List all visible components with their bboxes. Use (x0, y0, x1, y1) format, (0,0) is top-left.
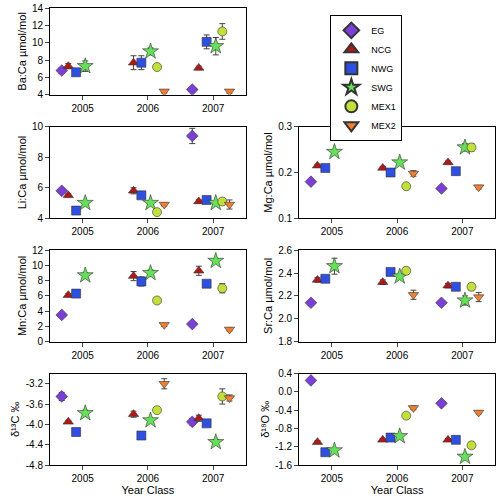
svg-text:2005: 2005 (72, 350, 95, 361)
svg-text:2005: 2005 (72, 226, 95, 237)
svg-text:2: 2 (37, 321, 43, 332)
svg-text:2007: 2007 (451, 226, 474, 237)
svg-text:Sr:Ca µmol/mol: Sr:Ca µmol/mol (262, 258, 274, 334)
svg-text:2007: 2007 (202, 103, 225, 114)
svg-text:MEX1: MEX1 (371, 102, 396, 112)
svg-text:-1.2: -1.2 (275, 441, 293, 452)
svg-text:NCG: NCG (371, 45, 391, 55)
svg-text:0.0: 0.0 (278, 386, 292, 397)
svg-text:4: 4 (37, 213, 43, 224)
svg-text:2006: 2006 (137, 473, 160, 484)
svg-text:8: 8 (37, 275, 43, 286)
svg-text:2007: 2007 (202, 350, 225, 361)
svg-text:Ba:Ca µmol/mol: Ba:Ca µmol/mol (16, 12, 28, 90)
svg-text:2005: 2005 (321, 350, 344, 361)
svg-text:0.4: 0.4 (278, 368, 292, 379)
svg-text:2006: 2006 (386, 473, 409, 484)
svg-text:2006: 2006 (386, 350, 409, 361)
svg-text:2.6: 2.6 (278, 245, 292, 256)
svg-text:δ¹³C ‰: δ¹³C ‰ (9, 402, 21, 437)
svg-text:MEX2: MEX2 (371, 121, 396, 131)
svg-text:2.4: 2.4 (278, 268, 292, 279)
svg-text:10: 10 (32, 121, 44, 132)
svg-text:Mg:Ca µmol/mol: Mg:Ca µmol/mol (262, 132, 274, 212)
svg-text:EG: EG (371, 26, 384, 36)
svg-text:6: 6 (37, 72, 43, 83)
svg-text:0.2: 0.2 (278, 167, 292, 178)
svg-text:SWG: SWG (371, 83, 393, 93)
svg-text:-0.4: -0.4 (275, 405, 293, 416)
svg-text:0.3: 0.3 (278, 121, 292, 132)
svg-text:2005: 2005 (321, 473, 344, 484)
svg-text:12: 12 (32, 20, 44, 31)
svg-text:2005: 2005 (321, 226, 344, 237)
svg-text:2007: 2007 (202, 226, 225, 237)
svg-text:-4.8: -4.8 (26, 460, 44, 471)
svg-text:2005: 2005 (72, 473, 95, 484)
svg-text:NWG: NWG (371, 64, 393, 74)
svg-text:-3.6: -3.6 (26, 399, 44, 410)
svg-text:-4.4: -4.4 (26, 439, 44, 450)
svg-text:Mn:Ca µmol/mol: Mn:Ca µmol/mol (16, 256, 28, 336)
svg-text:Year Class: Year Class (122, 484, 175, 496)
svg-text:δ¹⁸O ‰: δ¹⁸O ‰ (259, 401, 271, 438)
svg-text:-3.2: -3.2 (26, 378, 44, 389)
svg-text:2006: 2006 (137, 350, 160, 361)
svg-text:2007: 2007 (451, 350, 474, 361)
svg-text:Li:Ca µmol/mol: Li:Ca µmol/mol (16, 136, 28, 210)
svg-text:2.0: 2.0 (278, 313, 292, 324)
svg-text:2.2: 2.2 (278, 290, 292, 301)
svg-text:1.8: 1.8 (278, 336, 292, 347)
svg-text:6: 6 (37, 182, 43, 193)
svg-text:0.1: 0.1 (278, 213, 292, 224)
svg-text:2006: 2006 (137, 103, 160, 114)
svg-text:12: 12 (32, 245, 44, 256)
svg-text:10: 10 (32, 37, 44, 48)
svg-text:2007: 2007 (202, 473, 225, 484)
svg-text:2006: 2006 (386, 226, 409, 237)
svg-text:14: 14 (32, 3, 44, 14)
svg-text:4: 4 (37, 306, 43, 317)
svg-text:Year Class: Year Class (371, 484, 424, 496)
svg-text:10: 10 (32, 260, 44, 271)
svg-text:8: 8 (37, 152, 43, 163)
svg-text:2005: 2005 (72, 103, 95, 114)
svg-text:-0.8: -0.8 (275, 423, 293, 434)
svg-text:6: 6 (37, 290, 43, 301)
svg-text:4: 4 (37, 89, 43, 100)
svg-text:-1.6: -1.6 (275, 460, 293, 471)
svg-text:2006: 2006 (137, 226, 160, 237)
svg-text:8: 8 (37, 55, 43, 66)
svg-text:-4.0: -4.0 (26, 419, 44, 430)
svg-text:2007: 2007 (451, 473, 474, 484)
svg-text:0: 0 (37, 336, 43, 347)
